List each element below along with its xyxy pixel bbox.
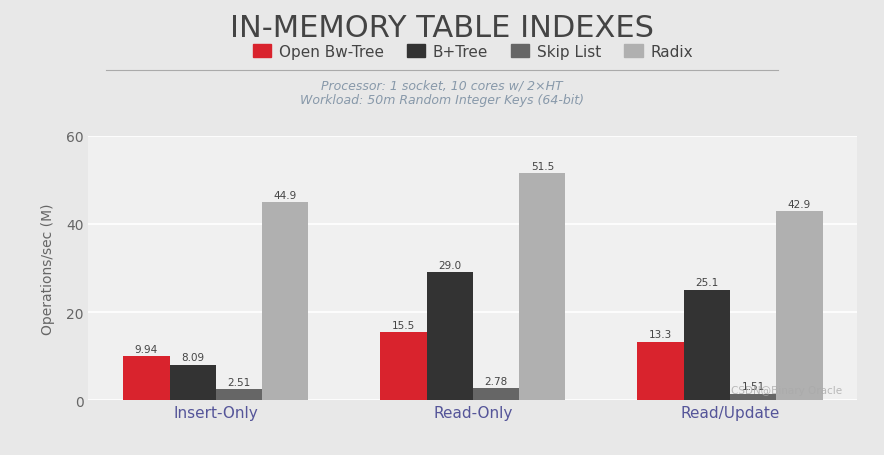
Bar: [776, 212, 822, 400]
Text: 2.78: 2.78: [484, 376, 507, 386]
Bar: [380, 332, 427, 400]
Bar: [170, 365, 216, 400]
Bar: [637, 342, 683, 400]
Text: CSDN@Binary Oracle: CSDN@Binary Oracle: [731, 385, 842, 395]
Bar: [216, 389, 263, 400]
Text: 9.94: 9.94: [135, 344, 158, 354]
Text: 15.5: 15.5: [392, 320, 415, 330]
Bar: [263, 203, 309, 400]
Text: 42.9: 42.9: [788, 200, 811, 209]
Bar: [473, 388, 519, 400]
Legend: Open Bw-Tree, B+Tree, Skip List, Radix: Open Bw-Tree, B+Tree, Skip List, Radix: [247, 39, 699, 66]
Text: IN-MEMORY TABLE INDEXES: IN-MEMORY TABLE INDEXES: [230, 14, 654, 43]
Y-axis label: Operations/sec (M): Operations/sec (M): [41, 203, 55, 334]
Text: 29.0: 29.0: [438, 261, 461, 271]
Text: Workload: 50m Random Integer Keys (64-bit): Workload: 50m Random Integer Keys (64-bi…: [300, 94, 584, 107]
Bar: [427, 273, 473, 400]
Text: 25.1: 25.1: [695, 278, 719, 288]
Bar: [124, 357, 170, 400]
Text: 44.9: 44.9: [274, 191, 297, 201]
Bar: [730, 394, 776, 400]
Bar: [683, 290, 730, 400]
Text: 13.3: 13.3: [649, 330, 672, 340]
Bar: [519, 174, 566, 400]
Text: 8.09: 8.09: [181, 353, 204, 363]
Text: 1.51: 1.51: [742, 382, 765, 392]
Text: 51.5: 51.5: [530, 162, 554, 172]
Text: 2.51: 2.51: [227, 377, 251, 387]
Text: Processor: 1 socket, 10 cores w/ 2×HT: Processor: 1 socket, 10 cores w/ 2×HT: [321, 80, 563, 93]
